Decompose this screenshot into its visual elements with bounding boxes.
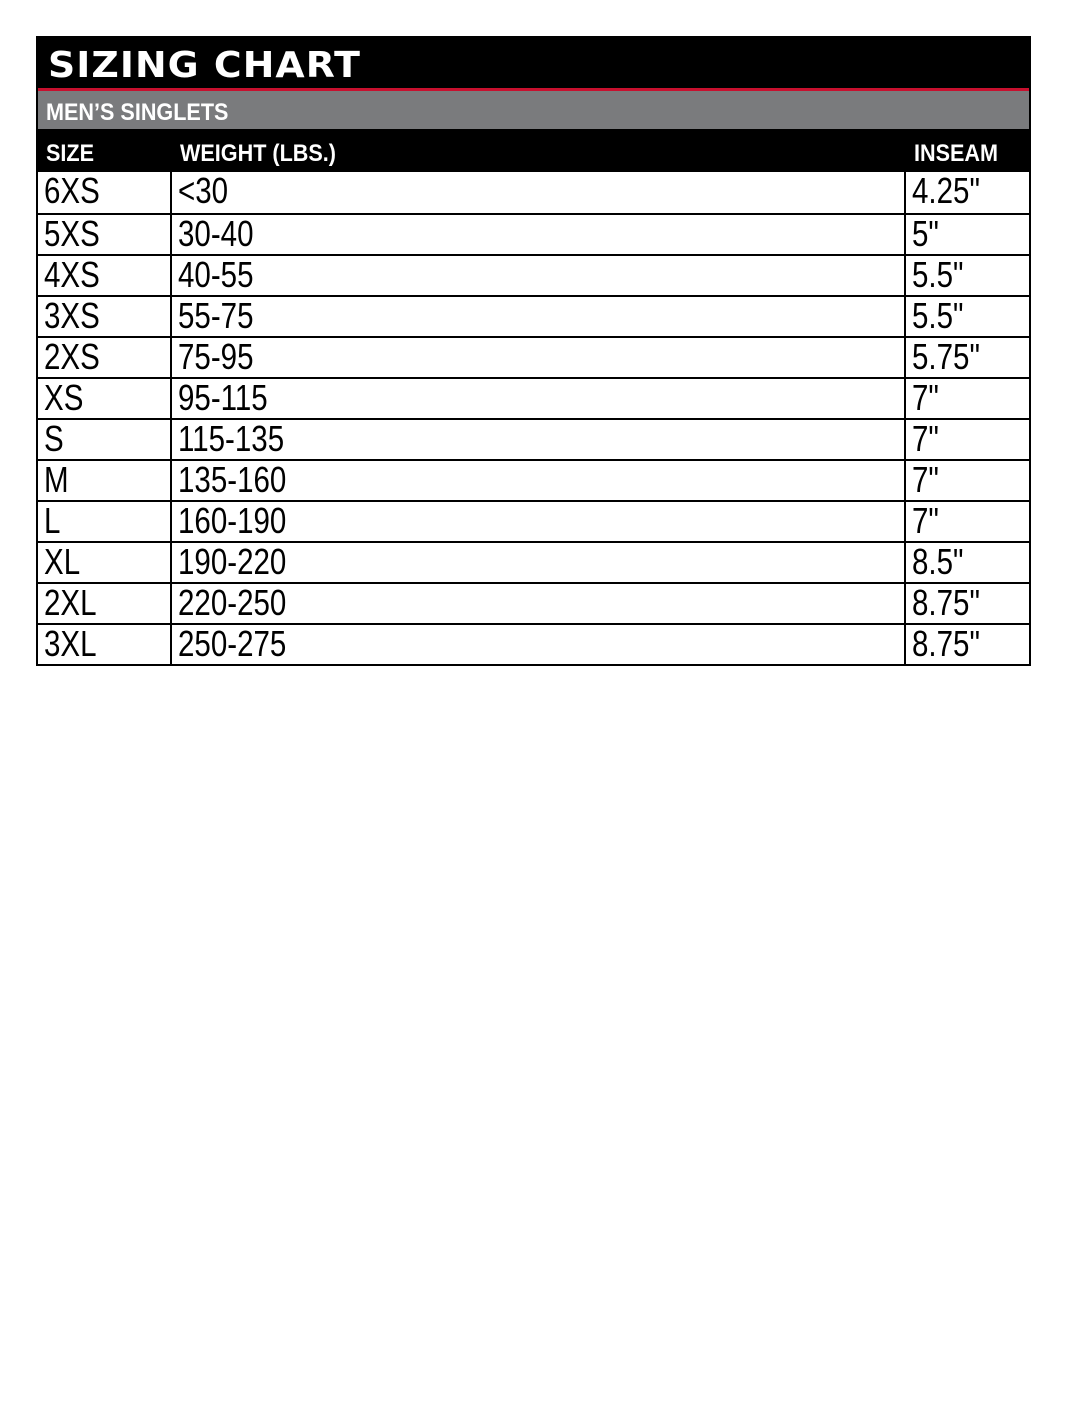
inseam-cell: 5.5": [912, 297, 964, 336]
size-cell: 4XS: [38, 256, 172, 295]
header-size: SIZE: [46, 140, 95, 167]
sizing-chart: Sizing Chart MEN’S SINGLETS SIZE WEIGHT …: [36, 36, 1031, 666]
size-cell: XL: [38, 543, 172, 582]
size-cell: 3XL: [38, 625, 172, 664]
size-cell: S: [38, 420, 172, 459]
subtitle-text: MEN’S SINGLETS: [46, 99, 229, 126]
table-row: XL 190-220 8.5": [38, 541, 1029, 582]
weight-cell: 30-40: [172, 215, 906, 254]
weight-cell: 250-275: [172, 625, 906, 664]
table-row: 3XL 250-275 8.75": [38, 623, 1029, 664]
weight-cell: <30: [172, 172, 906, 213]
table-row: S 115-135 7": [38, 418, 1029, 459]
inseam-cell: 8.75": [912, 584, 980, 623]
weight-cell: 55-75: [172, 297, 906, 336]
weight-cell: 220-250: [172, 584, 906, 623]
table-row: 2XS 75-95 5.75": [38, 336, 1029, 377]
size-cell: 5XS: [38, 215, 172, 254]
inseam-cell: 7": [912, 379, 939, 418]
weight-cell: 95-115: [172, 379, 906, 418]
table-row: L 160-190 7": [38, 500, 1029, 541]
inseam-cell: 7": [912, 502, 939, 541]
accent-divider: [38, 88, 1029, 91]
inseam-cell: 5.75": [912, 338, 980, 377]
inseam-cell: 4.25": [912, 172, 980, 211]
inseam-cell: 5.5": [912, 256, 964, 295]
table-header: SIZE WEIGHT (LBS.) INSEAM: [38, 129, 1029, 172]
size-cell: L: [38, 502, 172, 541]
table-row: M 135-160 7": [38, 459, 1029, 500]
size-cell: 2XL: [38, 584, 172, 623]
inseam-cell: 8.75": [912, 625, 980, 664]
chart-title: Sizing Chart: [38, 38, 1029, 88]
inseam-cell: 5": [912, 215, 939, 254]
size-cell: 2XS: [38, 338, 172, 377]
table-body: 6XS <30 4.25" 5XS 30-40 5" 4XS 40-55 5.5" 3XS 55-7…: [38, 172, 1029, 664]
size-cell: 3XS: [38, 297, 172, 336]
weight-cell: 135-160: [172, 461, 906, 500]
inseam-cell: 8.5": [912, 543, 964, 582]
table-row: 4XS 40-55 5.5": [38, 254, 1029, 295]
table-row: 5XS 30-40 5": [38, 213, 1029, 254]
weight-cell: 75-95: [172, 338, 906, 377]
size-cell: M: [38, 461, 172, 500]
inseam-cell: 7": [912, 420, 939, 459]
header-weight: WEIGHT (LBS.): [180, 140, 336, 167]
inseam-cell: 7": [912, 461, 939, 500]
weight-cell: 40-55: [172, 256, 906, 295]
weight-cell: 190-220: [172, 543, 906, 582]
size-cell: 6XS: [38, 172, 172, 213]
size-cell: XS: [38, 379, 172, 418]
chart-title-text: Sizing Chart: [48, 45, 362, 86]
table-row: 3XS 55-75 5.5": [38, 295, 1029, 336]
weight-cell: 160-190: [172, 502, 906, 541]
chart-subtitle: MEN’S SINGLETS: [38, 91, 1029, 129]
weight-cell: 115-135: [172, 420, 906, 459]
header-inseam: INSEAM: [914, 140, 999, 167]
table-row: 6XS <30 4.25": [38, 172, 1029, 213]
table-row: 2XL 220-250 8.75": [38, 582, 1029, 623]
table-row: XS 95-115 7": [38, 377, 1029, 418]
